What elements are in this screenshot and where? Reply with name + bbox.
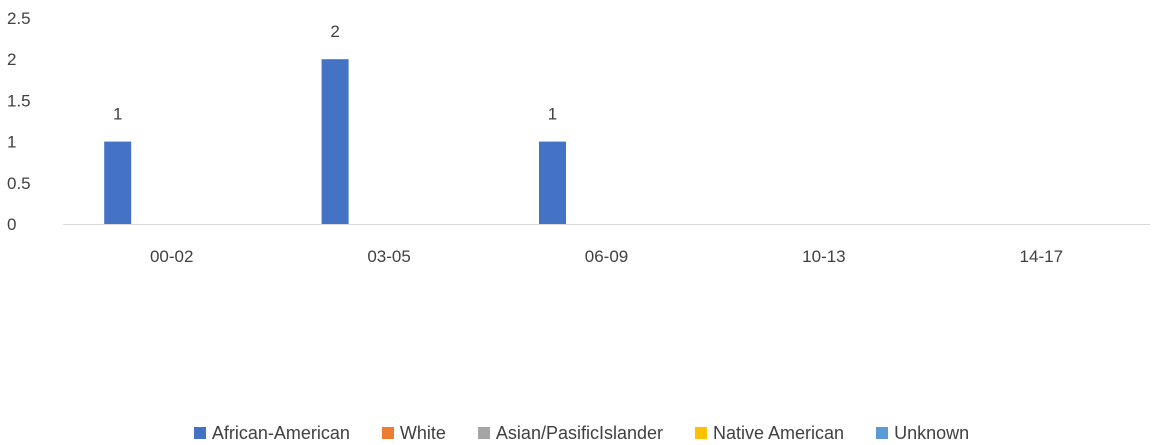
legend-label: Native American [713,422,845,443]
bar-00-02-african-american [104,141,132,224]
x-tick-label: 00-02 [150,247,193,266]
bar-chart: 0 0.5 1 1.5 2 2.5 1 2 1 00-02 03-05 06-09 10-13 14-… [7,9,1150,266]
x-tick-label: 14-17 [1020,247,1063,266]
x-tick-label: 06-09 [585,247,628,266]
y-tick-label: 0 [7,215,16,234]
legend-label: African-American [211,422,350,443]
legend-label: Unknown [894,422,970,443]
legend-swatch [477,427,490,439]
y-axis-tick-labels: 0 0.5 1 1.5 2 2.5 [7,9,31,234]
bar-03-05-african-american [321,59,349,225]
x-tick-label: 03-05 [367,247,410,266]
legend-label: White [399,422,446,443]
data-labels: 1 2 1 [113,22,557,123]
data-label: 1 [548,105,557,124]
legend-swatch [876,427,889,439]
legend-label: Asian/PasificIslander [495,422,664,443]
legend-item: White [381,422,446,444]
legend-item: Asian/PasificIslander [477,422,664,444]
data-label: 1 [113,105,122,124]
legend-swatch [695,427,708,439]
y-tick-label: 2.5 [7,9,31,28]
bar-06-09-african-american [539,141,566,224]
data-label: 2 [330,22,339,41]
bars [104,59,566,225]
legend: African-American White Asian/PasificIsland… [0,422,1163,444]
legend-swatch [381,427,394,439]
y-tick-label: 1.5 [7,91,31,110]
legend-item: Unknown [876,423,969,444]
y-tick-label: 2 [7,50,16,69]
x-tick-label: 10-13 [802,247,845,266]
legend-swatch [193,427,206,439]
x-axis-tick-labels: 00-02 03-05 06-09 10-13 14-17 [150,247,1063,266]
y-tick-label: 1 [7,133,16,152]
y-tick-label: 0.5 [7,174,31,193]
legend-item: African-American [193,422,350,444]
legend-item: Native American [695,423,844,444]
